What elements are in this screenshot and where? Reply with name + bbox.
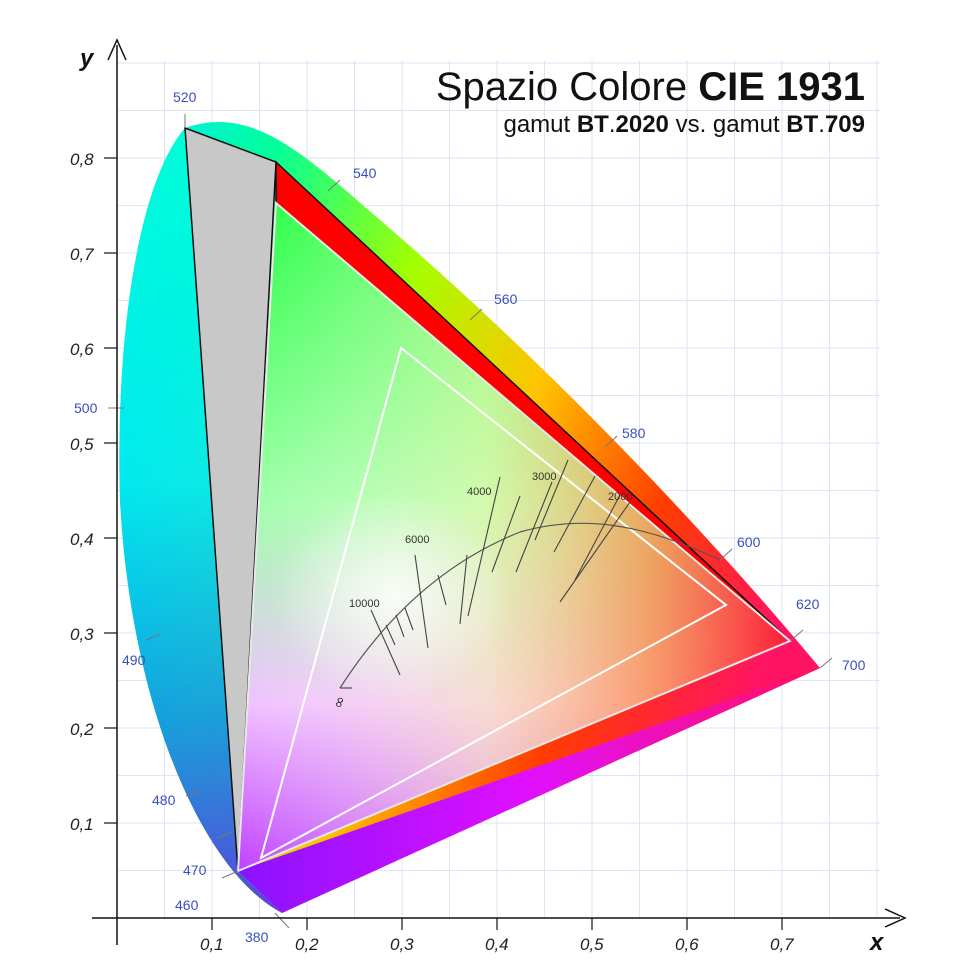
wavelength-label: 560 <box>494 291 518 307</box>
isotemperature-lines <box>340 459 631 689</box>
gray-region <box>184 126 277 872</box>
subtitle-part: vs. gamut <box>668 111 787 138</box>
subtitle-part: . <box>608 111 616 138</box>
temperature-label: 10000 <box>349 598 380 610</box>
x-tick-marks <box>211 918 783 930</box>
subtitle-part: 2020 <box>615 111 669 138</box>
y-tick-label: 0,8 <box>70 150 94 169</box>
y-tick-marks <box>104 157 117 824</box>
page-subtitle: gamut BT.2020 vs. gamut BT.709 <box>436 110 865 140</box>
y-tick-label: 0,3 <box>70 625 94 644</box>
wavelength-label: 700 <box>842 657 866 673</box>
wavelength-label: 490 <box>122 652 146 668</box>
wavelength-label: 540 <box>353 165 377 181</box>
x-tick-label: 0,3 <box>390 935 414 954</box>
temperature-label: 2000 <box>608 491 632 503</box>
bt709-triangle <box>259 346 728 861</box>
subtitle-part: BT <box>786 111 819 138</box>
title-text: Spazio Colore <box>435 65 699 109</box>
wavelength-label: 480 <box>152 792 176 808</box>
planckian-locus <box>339 522 721 689</box>
x-tick-label: 0,4 <box>485 935 509 954</box>
wavelength-label: 500 <box>74 400 98 416</box>
x-tick-label: 0,2 <box>295 935 319 954</box>
x-tick-label: 0,7 <box>770 935 794 954</box>
wavelength-label: 380 <box>245 929 269 945</box>
subtitle-part: 709 <box>824 111 865 138</box>
subtitle-part: . <box>818 111 825 138</box>
x-axis-name: x <box>868 929 885 956</box>
spectral-locus-blue-side <box>119 128 283 913</box>
y-tick-label: 0,5 <box>70 435 94 454</box>
y-tick-label: 0,7 <box>70 245 94 264</box>
wavelength-label: 580 <box>622 425 646 441</box>
wavelength-label: 460 <box>175 897 199 913</box>
y-tick-label: 0,1 <box>70 815 94 834</box>
title-block: Spazio Colore CIE 1931 gamut BT.2020 vs.… <box>436 64 865 140</box>
purple-line-region <box>238 668 820 913</box>
page-title: Spazio Colore CIE 1931 <box>436 64 865 110</box>
x-tick-label: 0,5 <box>580 935 604 954</box>
title-bold: CIE 1931 <box>698 65 865 109</box>
temperature-label: 4000 <box>467 486 491 498</box>
y-tick-label: 0,4 <box>70 530 94 549</box>
bt2020-triangle <box>236 200 792 873</box>
subtitle-part: gamut <box>503 111 577 138</box>
temperature-label: 6000 <box>405 534 429 546</box>
wavelength-ticks <box>108 114 833 929</box>
axes <box>92 38 907 945</box>
wavelength-label: 470 <box>183 862 207 878</box>
subtitle-part: BT <box>576 111 609 138</box>
wavelength-label: 600 <box>737 534 761 550</box>
wavelength-label: 620 <box>796 596 820 612</box>
x-tick-label: 0,6 <box>675 935 699 954</box>
infinity-label: ∞ <box>328 693 349 711</box>
y-tick-label: 0,2 <box>70 720 94 739</box>
temperature-label: 3000 <box>532 471 556 483</box>
x-tick-label: 0,1 <box>200 935 224 954</box>
wavelength-label: 520 <box>173 89 197 105</box>
y-tick-label: 0,6 <box>70 340 94 359</box>
y-axis-name: y <box>79 45 95 72</box>
